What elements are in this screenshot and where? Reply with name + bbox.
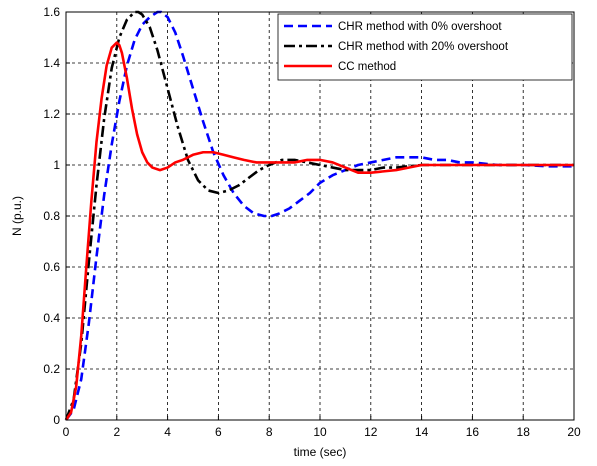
legend: CHR method with 0% overshoot CHR method w…	[277, 13, 573, 81]
legend-label-3: CC method	[338, 61, 396, 73]
series-line-2	[64, 10, 574, 421]
y-axis-label: N (p.u.)	[10, 196, 24, 236]
x-tick-label: 18	[517, 425, 531, 439]
legend-label-2: CHR method with 20% overshoot	[338, 41, 509, 53]
y-tick-label: 1	[53, 158, 60, 172]
x-tick-label: 12	[364, 425, 378, 439]
legend-label-1: CHR method with 0% overshoot	[338, 21, 502, 33]
x-tick-label: 8	[266, 425, 273, 439]
y-tick-label: 0	[53, 413, 60, 427]
y-tick-label: 0.2	[43, 362, 60, 376]
series-line-1	[64, 10, 574, 421]
ticks: 0 2 4 6 8 10 12 14 16 18 20 0 0.2 0.4 0.6 0.8 1 1.2 1.4 1.6	[43, 5, 581, 439]
x-tick-label: 6	[215, 425, 222, 439]
y-tick-label: 0.6	[43, 260, 60, 274]
x-tick-label: 2	[113, 425, 120, 439]
x-tick-label: 0	[63, 425, 70, 439]
series-line-3	[64, 41, 574, 421]
y-tick-label: 1.2	[43, 107, 60, 121]
x-axis-label: time (sec)	[294, 445, 347, 459]
legend-entries: CHR method with 0% overshoot CHR method w…	[284, 21, 509, 73]
y-tick-label: 0.4	[43, 311, 60, 325]
y-tick-label: 1.6	[43, 5, 60, 19]
x-tick-label: 10	[313, 425, 327, 439]
y-tick-label: 0.8	[43, 209, 60, 223]
y-tick-label: 1.4	[43, 56, 60, 70]
series-layer	[64, 10, 574, 421]
x-tick-label: 14	[415, 425, 429, 439]
x-tick-label: 4	[164, 425, 171, 439]
x-tick-label: 16	[466, 425, 480, 439]
x-tick-label: 20	[567, 425, 581, 439]
